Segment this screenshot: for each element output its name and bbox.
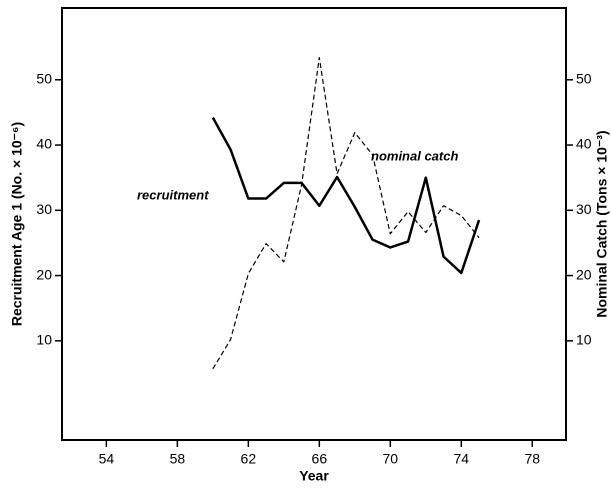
x-axis-label: Year — [299, 468, 329, 484]
plot-frame — [61, 7, 567, 441]
y2-tick-label: 20 — [576, 266, 592, 282]
annotation: nominal catch — [371, 148, 458, 163]
x-tick-label: 66 — [312, 451, 328, 467]
x-tick-label: 78 — [524, 451, 540, 467]
y2-tick-label: 30 — [576, 201, 592, 217]
y2-tick-label: 50 — [576, 70, 592, 86]
y2-axis-label: Nominal Catch (Tons × 10⁻³) — [594, 130, 610, 317]
series-line — [211, 117, 481, 275]
y2-tick-label: 40 — [576, 136, 592, 152]
y-tick-label: 30 — [36, 201, 52, 217]
y-axis-label: Recruitment Age 1 (No. × 10⁻⁶) — [9, 122, 25, 326]
x-tick-label: 70 — [383, 451, 399, 467]
y2-tick-label: 10 — [576, 332, 592, 348]
y-tick-label: 50 — [36, 70, 52, 86]
y-tick-label: 10 — [36, 332, 52, 348]
x-tick-label: 62 — [241, 451, 257, 467]
series-line — [212, 56, 480, 370]
y-tick-label: 20 — [36, 266, 52, 282]
x-tick-label: 58 — [170, 451, 186, 467]
y-tick-label: 40 — [36, 136, 52, 152]
x-tick-label: 74 — [454, 451, 470, 467]
x-tick-label: 54 — [99, 451, 115, 467]
annotation: recruitment — [137, 187, 209, 202]
